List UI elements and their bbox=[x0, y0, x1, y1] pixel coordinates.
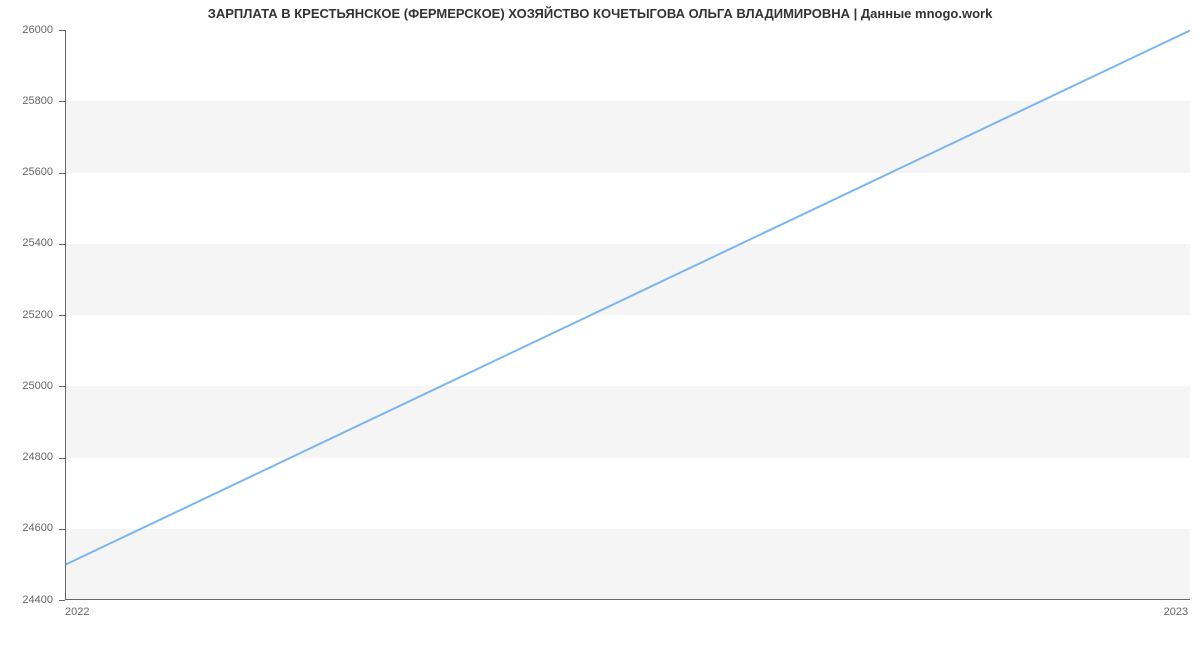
y-tick bbox=[59, 529, 65, 530]
y-tick bbox=[59, 101, 65, 102]
y-axis-label: 24800 bbox=[0, 451, 53, 463]
line-layer bbox=[66, 30, 1190, 600]
y-axis-label: 25800 bbox=[0, 95, 53, 107]
y-axis-label: 25600 bbox=[0, 166, 53, 178]
y-tick bbox=[59, 244, 65, 245]
x-axis-label: 2022 bbox=[65, 606, 89, 618]
series-line-salary bbox=[66, 30, 1190, 564]
y-axis-label: 25000 bbox=[0, 380, 53, 392]
plot-area bbox=[65, 30, 1190, 600]
y-tick bbox=[59, 173, 65, 174]
y-tick bbox=[59, 30, 65, 31]
salary-chart: ЗАРПЛАТА В КРЕСТЬЯНСКОЕ (ФЕРМЕРСКОЕ) ХОЗ… bbox=[0, 0, 1200, 650]
y-tick bbox=[59, 600, 65, 601]
y-axis-label: 24600 bbox=[0, 522, 53, 534]
x-axis-label: 2023 bbox=[1164, 606, 1188, 618]
chart-title: ЗАРПЛАТА В КРЕСТЬЯНСКОЕ (ФЕРМЕРСКОЕ) ХОЗ… bbox=[0, 6, 1200, 21]
y-axis-label: 24400 bbox=[0, 594, 53, 606]
y-tick bbox=[59, 315, 65, 316]
y-tick bbox=[59, 386, 65, 387]
y-axis-label: 25400 bbox=[0, 237, 53, 249]
y-axis-label: 26000 bbox=[0, 24, 53, 36]
y-tick bbox=[59, 458, 65, 459]
y-axis-label: 25200 bbox=[0, 309, 53, 321]
